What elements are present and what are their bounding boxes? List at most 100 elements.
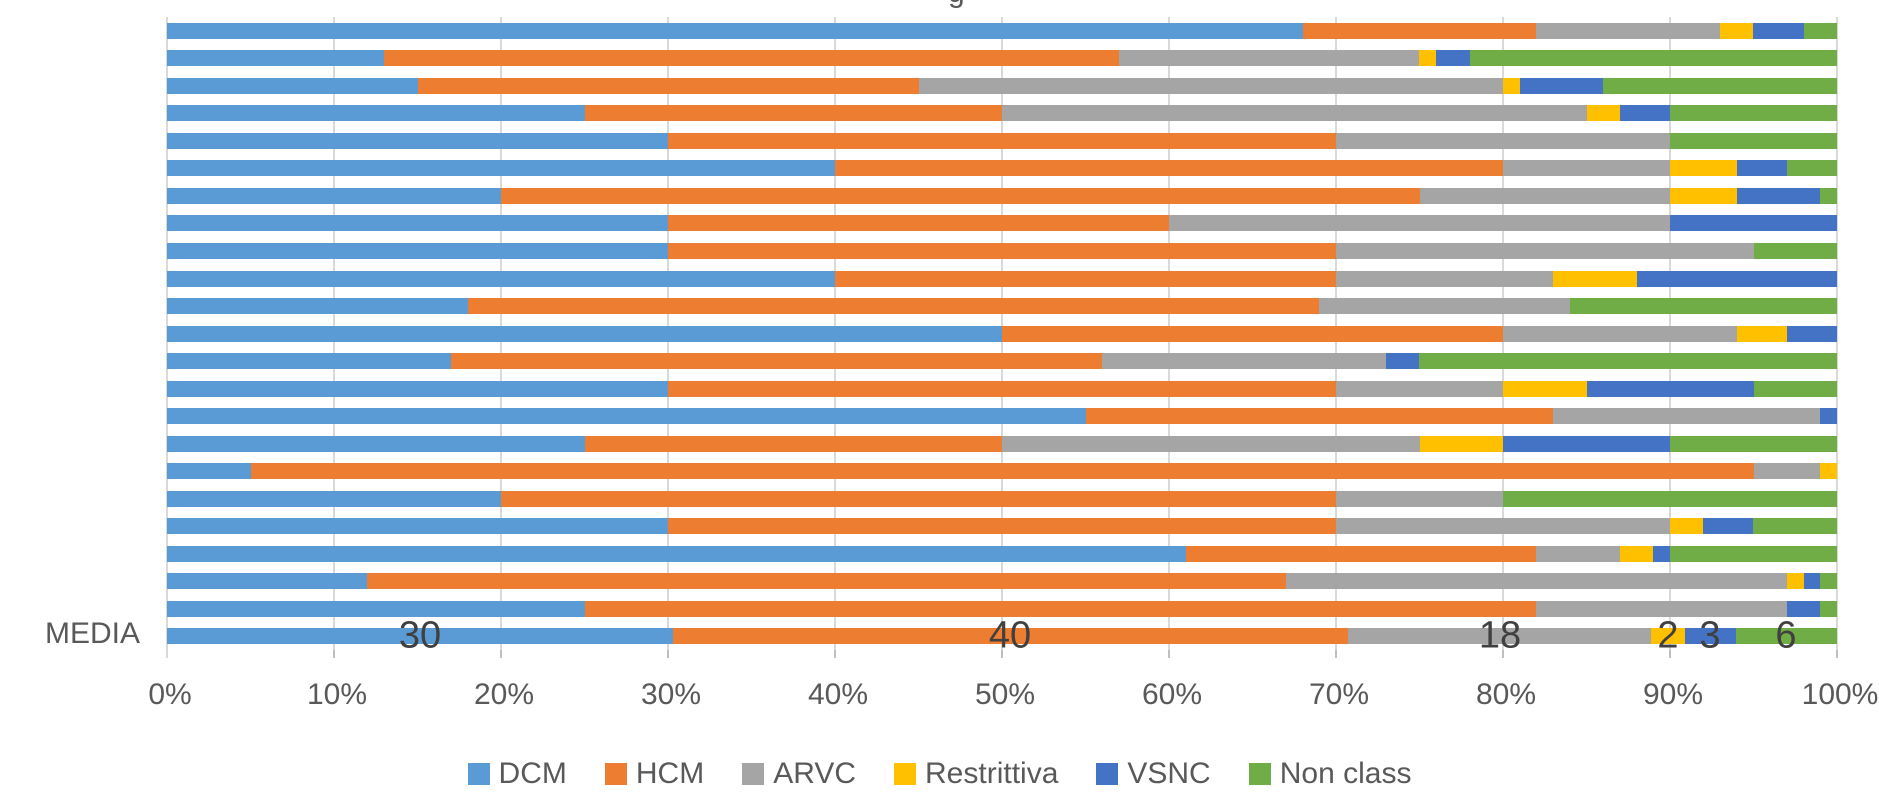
legend-item-dcm: DCM — [467, 757, 567, 791]
bar-row — [167, 105, 1837, 122]
bar-row — [167, 325, 1837, 342]
bar-segment-vsnc — [1436, 50, 1470, 67]
bar-segment-hcm — [1302, 22, 1537, 39]
bar-segment-dcm — [167, 215, 668, 232]
bar-segment-dcm — [167, 105, 585, 122]
x-axis-label: 70% — [1308, 678, 1370, 711]
bar-segment-hcm — [1002, 325, 1503, 342]
bar-segment-dcm — [167, 380, 668, 397]
bar-row — [167, 490, 1837, 507]
legend-item-vsnc: VSNC — [1096, 757, 1211, 791]
x-axis-label: 0% — [148, 678, 192, 711]
bar-segment-dcm — [167, 325, 1002, 342]
bar-segment-non-class — [1786, 160, 1837, 177]
bar-row-media — [167, 628, 1837, 645]
category-label-media: MEDIA — [44, 617, 140, 650]
bar-segment-non-class — [1419, 353, 1837, 369]
bar-segment-dcm — [167, 573, 368, 590]
legend-label-vsnc: VSNC — [1127, 757, 1211, 790]
x-axis-label: 30% — [640, 678, 702, 711]
bar-row — [167, 435, 1837, 452]
bar-row — [167, 132, 1837, 149]
bar-segment-hcm — [417, 77, 919, 94]
bar-segment-dcm — [167, 22, 1303, 39]
bar-segment-hcm — [673, 628, 1348, 645]
bar-segment-non-class — [1735, 628, 1837, 645]
bar-segment-arvc — [1553, 408, 1821, 425]
bar-segment-arvc — [1419, 187, 1670, 204]
bar-segment-dcm — [167, 628, 674, 645]
bar-row — [167, 463, 1837, 480]
bar-segment-vsnc — [1736, 187, 1821, 204]
bar-segment-arvc — [1002, 105, 1587, 122]
bar-row — [167, 600, 1837, 617]
bar-segment-hcm — [1085, 408, 1554, 425]
legend-label-non-class: Non class — [1279, 757, 1412, 790]
bar-segment-vsnc — [1670, 215, 1837, 232]
legend-item-arvc: ARVC — [742, 757, 856, 791]
data-label-media-arvc: 18 — [1478, 614, 1522, 657]
bar-segment-hcm — [1185, 545, 1537, 562]
bar-segment-non-class — [1670, 132, 1837, 149]
bar-segment-restrittiva — [1419, 435, 1503, 452]
bar-segment-arvc — [1336, 242, 1754, 259]
bar-segment-hcm — [384, 50, 1119, 67]
bar-segment-non-class — [1670, 435, 1837, 452]
bar-segment-restrittiva — [1503, 380, 1587, 397]
bar-segment-non-class — [1820, 600, 1837, 617]
bar-segment-arvc — [1503, 160, 1670, 177]
bar-segment-restrittiva — [1419, 50, 1437, 67]
legend-swatch-vsnc — [1096, 763, 1119, 785]
legend-label-hcm: HCM — [635, 757, 705, 790]
bar-segment-hcm — [584, 600, 1537, 617]
bar-segment-arvc — [1536, 600, 1787, 617]
bar-segment-arvc — [1336, 490, 1503, 507]
bar-segment-restrittiva — [1820, 463, 1837, 480]
bar-segment-arvc — [1753, 463, 1821, 480]
bar-segment-hcm — [467, 298, 1320, 314]
axis-tick — [1502, 650, 1504, 658]
bar-row — [167, 518, 1837, 535]
x-axis-label: 90% — [1642, 678, 1704, 711]
bar-segment-hcm — [668, 132, 1336, 149]
bar-segment-vsnc — [1736, 160, 1787, 177]
bar-segment-vsnc — [1753, 22, 1804, 39]
bar-segment-vsnc — [1786, 325, 1837, 342]
bar-segment-vsnc — [1636, 270, 1837, 287]
bar-segment-arvc — [1102, 353, 1387, 369]
bar-row — [167, 160, 1837, 177]
legend-swatch-arvc — [742, 763, 765, 785]
bar-segment-hcm — [450, 353, 1103, 369]
bar-segment-arvc — [1503, 325, 1737, 342]
bar-segment-non-class — [1469, 50, 1837, 67]
bar-segment-restrittiva — [1736, 325, 1787, 342]
bar-segment-arvc — [1336, 518, 1670, 535]
bar-segment-hcm — [584, 105, 1002, 122]
bar-segment-dcm — [167, 518, 668, 535]
bar-segment-vsnc — [1685, 628, 1736, 645]
x-axis-label: 50% — [974, 678, 1036, 711]
bar-segment-dcm — [167, 298, 468, 314]
bar-segment-hcm — [501, 490, 1336, 507]
bar-segment-arvc — [1536, 545, 1620, 562]
bar-segment-restrittiva — [1670, 160, 1737, 177]
legend-swatch-restrittiva — [894, 763, 917, 785]
bar-row — [167, 573, 1837, 590]
bar-segment-hcm — [668, 518, 1336, 535]
bar-segment-non-class — [1669, 105, 1837, 122]
bar-row — [167, 77, 1837, 94]
bar-segment-non-class — [1820, 573, 1837, 590]
bar-segment-arvc — [1285, 573, 1787, 590]
bar-row — [167, 50, 1837, 67]
bar-segment-arvc — [1336, 132, 1670, 149]
bar-segment-arvc — [1319, 298, 1570, 314]
bar-segment-hcm — [584, 435, 1002, 452]
x-axis-label: 20% — [473, 678, 535, 711]
bar-segment-non-class — [1669, 545, 1837, 562]
legend-item-non-class: Non class — [1248, 757, 1412, 791]
bar-segment-arvc — [1336, 270, 1554, 287]
bar-segment-non-class — [1753, 242, 1837, 259]
chart-title-partial: g — [948, 0, 965, 10]
bar-segment-arvc — [1169, 215, 1670, 232]
legend-swatch-hcm — [604, 763, 627, 785]
